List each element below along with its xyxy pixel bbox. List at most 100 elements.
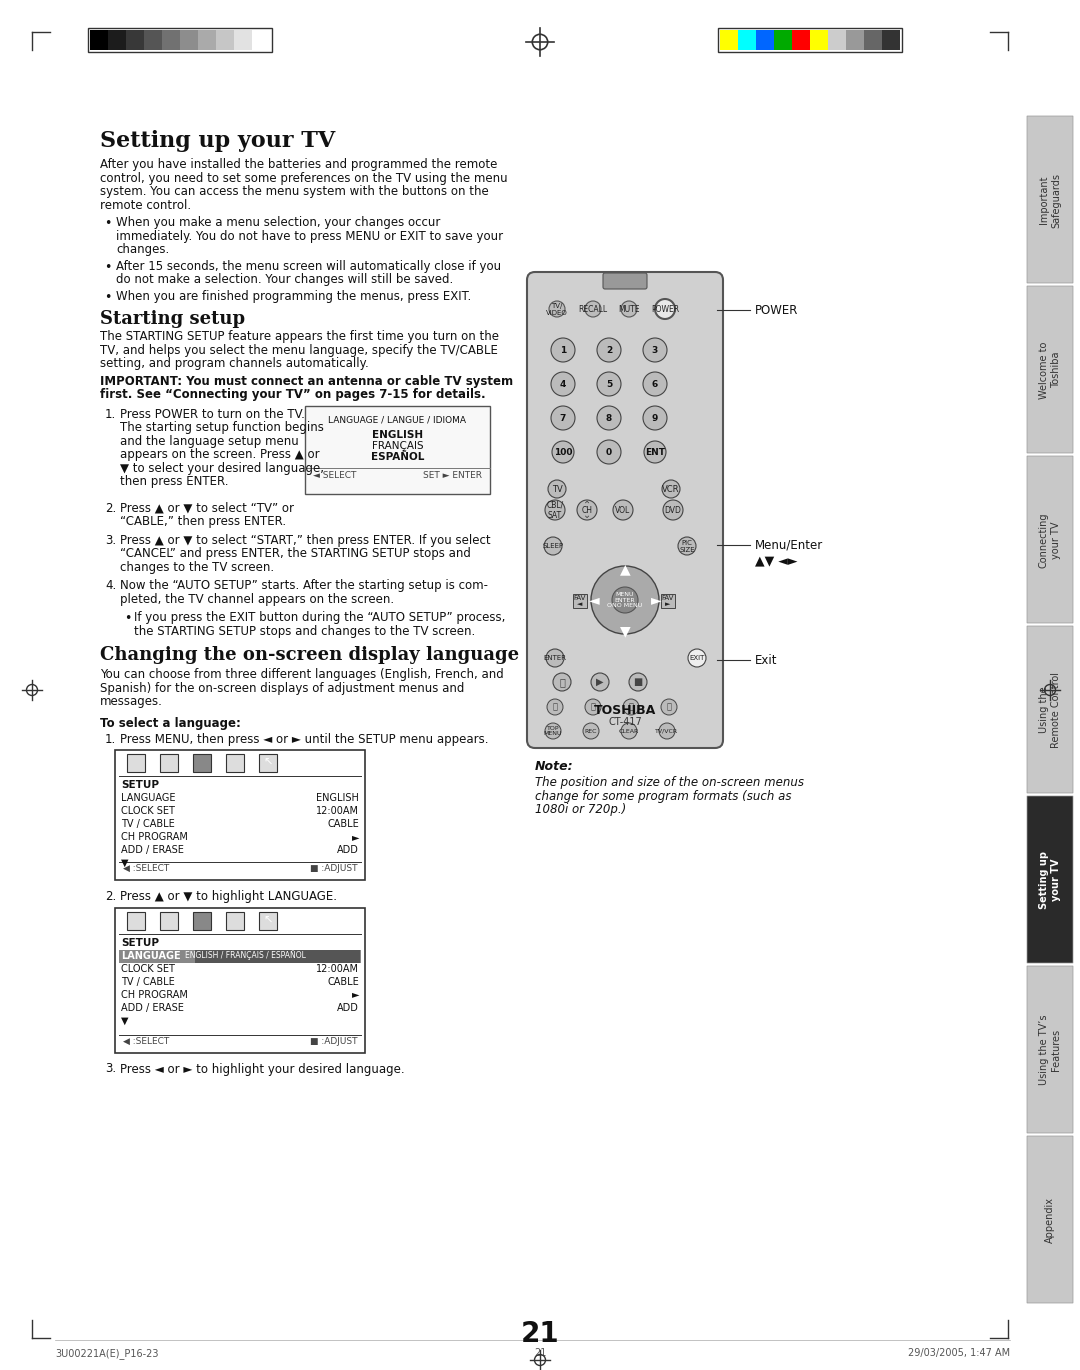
FancyBboxPatch shape — [527, 273, 723, 748]
Bar — [87, 27, 272, 52]
Text: PIC
SIZE: PIC SIZE — [679, 540, 694, 552]
Text: ■ :ADJUST: ■ :ADJUST — [310, 1037, 357, 1045]
Text: The starting setup function begins: The starting setup function begins — [120, 421, 324, 434]
Text: You can choose from three different languages (English, French, and: You can choose from three different lang… — [100, 669, 503, 681]
Text: CH PROGRAM: CH PROGRAM — [121, 832, 188, 843]
Text: Appendix: Appendix — [1045, 1197, 1055, 1243]
Text: Press ▲ or ▼ to highlight LANGUAGE.: Press ▲ or ▼ to highlight LANGUAGE. — [120, 890, 337, 903]
Text: ENGLISH: ENGLISH — [316, 793, 359, 803]
Text: ADD / ERASE: ADD / ERASE — [121, 845, 184, 855]
Circle shape — [621, 723, 637, 738]
Circle shape — [688, 649, 706, 667]
Text: CBL/
SAT: CBL/ SAT — [546, 500, 564, 519]
Text: To select a language:: To select a language: — [100, 717, 241, 729]
Text: 4.: 4. — [105, 580, 117, 592]
Bar — [216, 30, 234, 49]
Text: Press ▲ or ▼ to select “TV” or: Press ▲ or ▼ to select “TV” or — [120, 501, 294, 515]
Circle shape — [549, 301, 565, 316]
Text: IMPORTANT: You must connect an antenna or cable TV system: IMPORTANT: You must connect an antenna o… — [100, 374, 513, 388]
Text: TOP
MENU: TOP MENU — [543, 726, 563, 737]
Text: immediately. You do not have to press MENU or EXIT to save your: immediately. You do not have to press ME… — [116, 230, 503, 242]
Text: messages.: messages. — [100, 695, 163, 708]
Text: Press ◄ or ► to highlight your desired language.: Press ◄ or ► to highlight your desired l… — [120, 1063, 405, 1075]
Text: 4: 4 — [559, 379, 566, 389]
Bar — [193, 754, 211, 773]
Circle shape — [591, 566, 659, 634]
Text: CH: CH — [581, 506, 593, 515]
Circle shape — [577, 500, 597, 521]
Text: ADD: ADD — [337, 845, 359, 855]
Bar — [127, 754, 145, 773]
Text: ADD / ERASE: ADD / ERASE — [121, 1003, 184, 1012]
Text: ▲: ▲ — [620, 562, 631, 575]
Bar — [193, 911, 211, 929]
Text: pleted, the TV channel appears on the screen.: pleted, the TV channel appears on the sc… — [120, 592, 394, 606]
FancyBboxPatch shape — [1027, 966, 1074, 1133]
Text: ▲▼ ◄►: ▲▼ ◄► — [755, 555, 797, 567]
Text: CT-417: CT-417 — [608, 717, 642, 727]
Bar — [810, 30, 828, 49]
Text: 6: 6 — [652, 379, 658, 389]
Text: ⏮: ⏮ — [553, 703, 557, 711]
Circle shape — [643, 338, 667, 362]
Bar — [864, 30, 882, 49]
Text: do not make a selection. Your changes will still be saved.: do not make a selection. Your changes wi… — [116, 273, 454, 286]
Circle shape — [654, 299, 675, 319]
Bar — [774, 30, 792, 49]
Text: CLOCK SET: CLOCK SET — [121, 806, 175, 817]
FancyBboxPatch shape — [1027, 626, 1074, 793]
Bar — [828, 30, 846, 49]
Bar — [226, 754, 244, 773]
Text: SETUP: SETUP — [121, 937, 159, 948]
Text: first. See “Connecting your TV” on pages 7-15 for details.: first. See “Connecting your TV” on pages… — [100, 388, 486, 401]
Text: Note:: Note: — [535, 760, 573, 773]
Circle shape — [553, 673, 571, 690]
Text: “CANCEL” and press ENTER, the STARTING SETUP stops and: “CANCEL” and press ENTER, the STARTING S… — [120, 547, 471, 560]
Bar — [226, 911, 244, 929]
Circle shape — [661, 699, 677, 715]
Text: ▼ to select your desired language,: ▼ to select your desired language, — [120, 462, 324, 474]
Bar — [114, 907, 365, 1052]
Text: ENT: ENT — [645, 448, 665, 456]
Bar — [792, 30, 810, 49]
Text: 8: 8 — [606, 414, 612, 422]
FancyBboxPatch shape — [1027, 1136, 1074, 1303]
Text: REC: REC — [584, 729, 597, 733]
Bar — [162, 30, 180, 49]
Text: 12:00AM: 12:00AM — [316, 806, 359, 817]
Text: then press ENTER.: then press ENTER. — [120, 475, 229, 488]
Text: Using the TV’s
Features: Using the TV’s Features — [1039, 1015, 1062, 1085]
Text: When you make a menu selection, your changes occur: When you make a menu selection, your cha… — [116, 216, 441, 229]
Text: LANGUAGE: LANGUAGE — [121, 793, 175, 803]
Circle shape — [583, 723, 599, 738]
Text: •: • — [104, 290, 111, 304]
Text: •: • — [124, 612, 132, 625]
Bar — [119, 949, 361, 963]
Circle shape — [678, 537, 696, 555]
Bar — [259, 754, 276, 773]
Text: 3U00221A(E)_P16-23: 3U00221A(E)_P16-23 — [55, 1348, 159, 1359]
Text: LANGUAGE / LANGUE / IDIOMA: LANGUAGE / LANGUE / IDIOMA — [328, 415, 467, 425]
Circle shape — [629, 673, 647, 690]
Circle shape — [545, 500, 565, 521]
Text: ENTER: ENTER — [543, 655, 567, 660]
Text: FRANÇAIS: FRANÇAIS — [372, 441, 423, 451]
Text: ↖: ↖ — [264, 915, 272, 926]
Bar — [882, 30, 900, 49]
Circle shape — [613, 500, 633, 521]
Circle shape — [612, 586, 638, 612]
Text: ▶: ▶ — [596, 677, 604, 686]
Circle shape — [546, 699, 563, 715]
Text: ►: ► — [650, 593, 661, 607]
Text: 1: 1 — [559, 345, 566, 355]
FancyBboxPatch shape — [1027, 116, 1074, 284]
Circle shape — [551, 338, 575, 362]
Text: CLEAR: CLEAR — [619, 729, 639, 733]
Text: The STARTING SETUP feature appears the first time you turn on the: The STARTING SETUP feature appears the f… — [100, 330, 499, 342]
Text: Press POWER to turn on the TV.: Press POWER to turn on the TV. — [120, 407, 305, 421]
Circle shape — [659, 723, 675, 738]
Bar — [573, 595, 588, 608]
Text: 7: 7 — [559, 414, 566, 422]
Circle shape — [551, 373, 575, 396]
Text: change for some program formats (such as: change for some program formats (such as — [535, 789, 792, 803]
